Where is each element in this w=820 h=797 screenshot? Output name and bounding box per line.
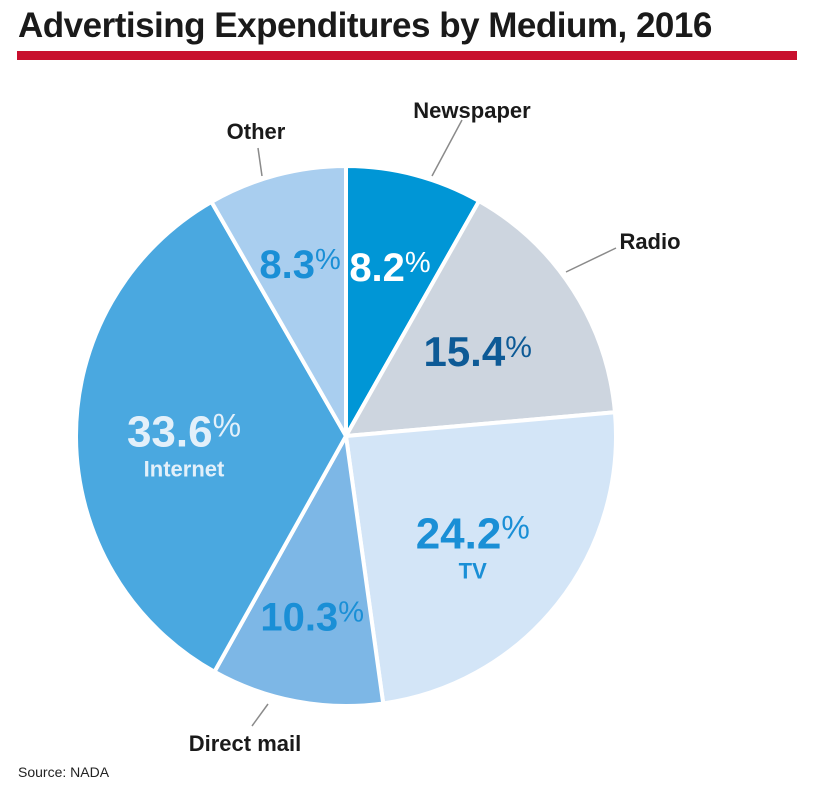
value-label-newspaper: 8.2% [349,246,430,290]
slice-other [209,164,348,438]
leader-line-other [257,147,263,177]
chart-title: Advertising Expenditures by Medium, 2016 [18,6,712,45]
leader-line-radio [565,247,617,273]
category-label-other: Other [227,119,286,144]
value-label-radio: 15.4% [423,328,531,375]
slice-tv [344,410,618,706]
slice-newspaper [344,164,482,438]
slice-radio [344,199,617,438]
category-label-direct-mail: Direct mail [189,731,302,756]
category-label-internet: Internet [144,456,225,481]
title-rule [17,51,797,60]
value-label-tv: 24.2% [416,509,530,558]
value-label-internet: 33.6% [127,407,241,456]
value-label-direct-mail: 10.3% [260,595,364,639]
category-label-radio: Radio [619,229,680,254]
leader-line-direct-mail [251,703,269,727]
category-label-tv: TV [459,558,487,583]
slice-direct-mail [212,434,386,708]
leader-line-newspaper [431,119,463,177]
source-note: Source: NADA [18,764,110,780]
category-label-newspaper: Newspaper [413,98,531,123]
value-label-other: 8.3% [259,243,340,287]
